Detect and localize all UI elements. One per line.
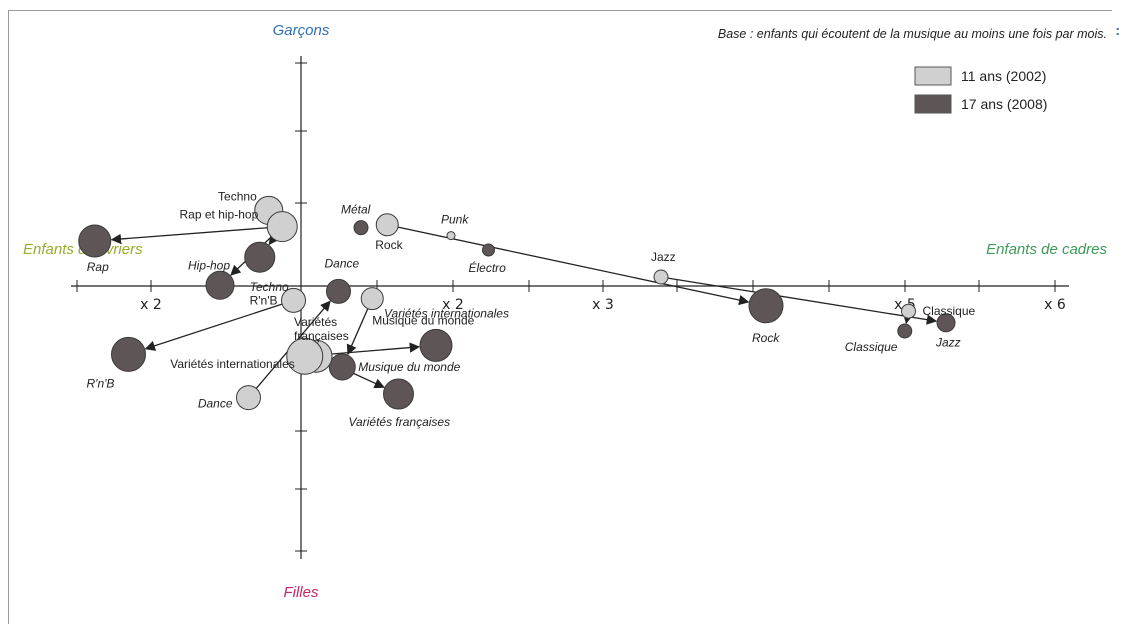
arrow-rock-to-rock [397,226,750,306]
arrow-rap-et-hip-hop-to-rap [110,227,268,245]
chart-note: Base : enfants qui écoutent de la musiqu… [718,27,1107,41]
label-11-dance: Dance [198,397,233,411]
arrow-jazz-to-jazz [667,277,938,325]
arrow-rap-et-hip-hop-to-techno [268,233,279,246]
x-tick-label-2: x 2 [442,297,464,313]
label-11-classique: Classique [923,304,976,318]
point-11-punk [446,231,456,241]
point-17-jazz [936,313,956,333]
point-17-r-n-b [111,336,146,372]
label-11-rock: Rock [375,238,403,252]
point-11-varietes-internationales [286,337,324,375]
point-17-dance [326,278,351,304]
label-17-varietes-internationales: Variétés internationales [384,306,509,320]
label-11-r-n-b: R'n'B [250,293,278,307]
legend-label-2: 17 ans (2008) [961,96,1047,112]
point-11-rock [375,213,399,237]
x-tick-label-3: x 3 [592,297,614,313]
arrow-classique-to-classique [902,312,914,325]
label-17-musique-du-monde: Musique du monde [358,360,460,374]
label-11-jazz: Jazz [651,250,676,264]
legend-label-1: 11 ans (2002) [961,68,1046,84]
label-17-rock: Rock [752,331,780,345]
point-17-varietes-internationales [419,328,453,362]
corner-mark: : [1115,22,1120,38]
arrow-musique-du-monde-to-musique-du-monde [346,308,369,356]
point-11-classique [901,303,916,319]
arrow-r-n-b-to-r-n-b [144,303,283,351]
point-11-dance [236,385,261,411]
label-11-rap-et-hip-hop: Rap et hip-hop [180,208,259,222]
label-17-electro: Électro [469,260,507,275]
point-17-techno [244,241,276,273]
label-11-musique-du-monde: Musique du monde [372,314,474,328]
point-17-varietes-francaises [383,378,414,410]
label-17-varietes-francaises: Variétés françaises [349,415,451,429]
label-17-jazz: Jazz [935,336,961,350]
label-17-techno: Techno [250,280,289,294]
label-11-techno: Techno [218,189,257,203]
label-11-punk: Punk [441,213,469,227]
label-17-dance: Dance [325,256,360,270]
point-17-classique [897,323,913,339]
arrow-varietes-internationales-to-varietes-internationales [322,342,421,356]
label-11-varietes-francaises: Variétés françaises [294,315,349,343]
point-11-musique-du-monde [360,287,384,311]
arrows-layer [110,226,938,389]
legend-swatch-2 [914,94,952,114]
axis-top-label: Garçons [273,22,330,39]
point-17-rock [748,288,784,324]
label-17-rap: Rap [87,260,109,274]
label-17-classique: Classique [845,340,898,354]
label-17-hip-hop: Hip-hop [188,258,230,272]
labels-layer: Techno Rap et hip-hop R'n'B Musique du mond… [87,189,976,429]
point-17-hip-hop [205,270,235,300]
label-11-varietes-internationales: Variétés internationales [170,357,295,371]
axis-bottom-label: Filles [283,584,319,601]
point-17-rap [78,224,112,258]
legend: 11 ans (2002) 17 ans (2008) [914,66,1047,114]
label-17-r-n-b: R'n'B [87,376,115,390]
legend-swatch-1 [914,66,952,86]
x-tick-label-1: x 2 [140,297,162,313]
point-17-electro [482,243,495,257]
label-17-metal: Métal [341,203,371,217]
x-tick-label-5: x 6 [1044,297,1066,313]
point-17-metal [353,220,369,236]
point-11-rap-et-hip-hop [266,211,298,243]
axis-right-label: Enfants de cadres [986,241,1107,258]
points-layer [78,195,956,411]
point-17-musique-du-monde [328,353,356,381]
point-11-jazz [653,269,669,285]
point-11-r-n-b [281,287,306,313]
